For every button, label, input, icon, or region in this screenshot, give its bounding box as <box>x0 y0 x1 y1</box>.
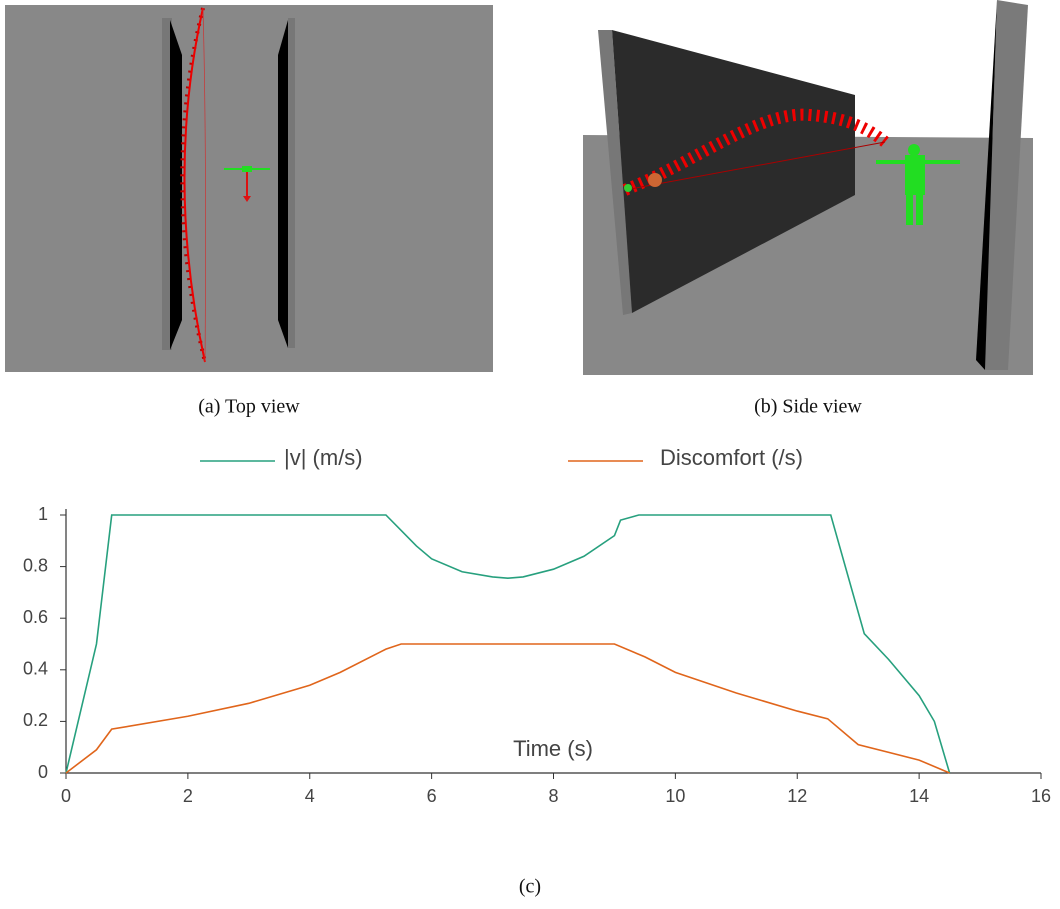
x-tick-label: 4 <box>305 786 315 806</box>
y-tick-label: 0.6 <box>23 607 48 627</box>
x-tick-label: 0 <box>61 786 71 806</box>
x-axis-label: Time (s) <box>513 736 593 761</box>
legend-label: |v| (m/s) <box>284 445 363 470</box>
y-tick-label: 0.2 <box>23 710 48 730</box>
data-line <box>65 643 950 774</box>
legend-label: Discomfort (/s) <box>660 445 803 470</box>
x-tick-label: 8 <box>548 786 558 806</box>
top-view-image <box>5 5 493 372</box>
x-tick-label: 2 <box>183 786 193 806</box>
y-tick-label: 1 <box>38 504 48 524</box>
x-tick-label: 6 <box>427 786 437 806</box>
x-tick-label: 14 <box>909 786 929 806</box>
y-tick-label: 0 <box>38 762 48 782</box>
caption: (a) Top view <box>198 396 300 418</box>
y-tick-label: 0.4 <box>23 659 48 679</box>
x-tick-label: 12 <box>787 786 807 806</box>
side-view-image <box>583 0 1033 375</box>
x-tick-label: 10 <box>665 786 685 806</box>
data-line <box>65 514 951 774</box>
x-tick-label: 16 <box>1031 786 1051 806</box>
caption: (b) Side view <box>754 396 862 418</box>
y-tick-label: 0.8 <box>23 555 48 575</box>
caption: (c) <box>519 876 541 898</box>
